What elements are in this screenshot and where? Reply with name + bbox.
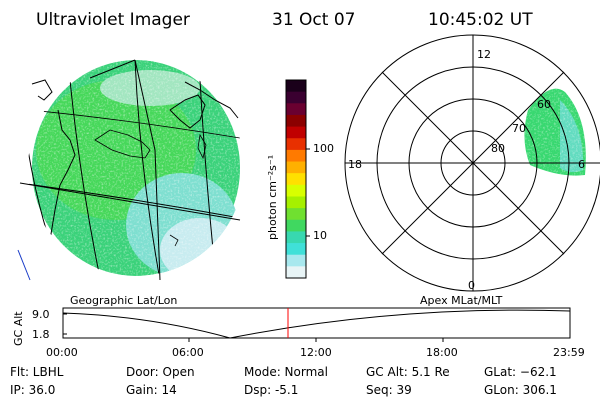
status-flt: Flt: LBHL xyxy=(10,365,64,379)
mlt-label-0: 0 xyxy=(468,279,475,292)
status-gain: Gain: 14 xyxy=(126,383,177,397)
geographic-image xyxy=(17,59,244,281)
altitude-plot: 9.0 1.8 GC Alt 00:00 06:00 12:00 18:00 2… xyxy=(12,307,585,359)
status-glat: GLat: −62.1 xyxy=(484,365,557,379)
colorbar-segment xyxy=(286,254,306,267)
colorbar-segment xyxy=(286,103,306,116)
colorbar-segment xyxy=(286,91,306,104)
geographic-label: Geographic Lat/Lon xyxy=(70,294,177,307)
colorbar-segment xyxy=(286,173,306,186)
time-tick-0600: 06:00 xyxy=(172,346,204,359)
polar-plot: 12 18 6 0 60 70 80 xyxy=(344,34,600,292)
mlat-label-70: 70 xyxy=(512,122,526,135)
status-glon: GLon: 306.1 xyxy=(484,383,557,397)
colorbar-segment xyxy=(286,114,306,128)
apex-label: Apex MLat/MLT xyxy=(420,294,503,307)
time-tick-1200: 12:00 xyxy=(300,346,332,359)
time-tick-1800: 18:00 xyxy=(426,346,458,359)
colorbar-segment xyxy=(286,161,306,174)
alt-tick-low: 1.8 xyxy=(32,328,50,341)
colorbar-segment xyxy=(286,243,306,256)
colorbar-tick-10: 10 xyxy=(313,229,327,242)
intensity-colorbar: 100 10 photon cm⁻²s⁻¹ xyxy=(266,79,334,279)
status-door: Door: Open xyxy=(126,365,195,379)
colorbar-segment xyxy=(286,208,306,221)
mlt-label-18: 18 xyxy=(348,158,362,171)
colorbar-unit-label: photon cm⁻²s⁻¹ xyxy=(266,155,279,240)
colorbar-segment xyxy=(286,149,306,163)
mlat-label-80: 80 xyxy=(491,142,505,155)
colorbar-segment xyxy=(286,80,306,93)
mlat-label-60: 60 xyxy=(537,98,551,111)
colorbar-segment xyxy=(286,138,306,151)
mlt-label-6: 6 xyxy=(578,158,585,171)
colorbar-segment xyxy=(286,266,306,279)
colorbar-segment xyxy=(286,219,306,233)
alt-tick-high: 9.0 xyxy=(32,308,50,321)
time-tick-0000: 00:00 xyxy=(46,346,78,359)
status-gc-alt: GC Alt: 5.1 Re xyxy=(366,365,450,379)
colorbar-segment xyxy=(286,184,306,198)
alt-axis-label: GC Alt xyxy=(12,311,25,346)
time-tick-2359: 23:59 xyxy=(553,346,585,359)
colorbar-segment xyxy=(286,126,306,139)
time-label: 10:45:02 UT xyxy=(428,10,533,30)
status-seq: Seq: 39 xyxy=(366,383,412,397)
instrument-title: Ultraviolet Imager xyxy=(36,10,190,30)
colorbar-segment xyxy=(286,196,306,209)
mlt-label-12: 12 xyxy=(477,48,491,61)
colorbar-segment xyxy=(286,231,306,244)
status-panel: Flt: LBHL IP: 36.0 Door: Open Gain: 14 M… xyxy=(10,365,557,397)
status-dsp: Dsp: -5.1 xyxy=(244,383,298,397)
colorbar-tick-100: 100 xyxy=(313,142,334,155)
status-ip: IP: 36.0 xyxy=(10,383,55,397)
date-label: 31 Oct 07 xyxy=(272,10,355,30)
status-mode: Mode: Normal xyxy=(244,365,328,379)
